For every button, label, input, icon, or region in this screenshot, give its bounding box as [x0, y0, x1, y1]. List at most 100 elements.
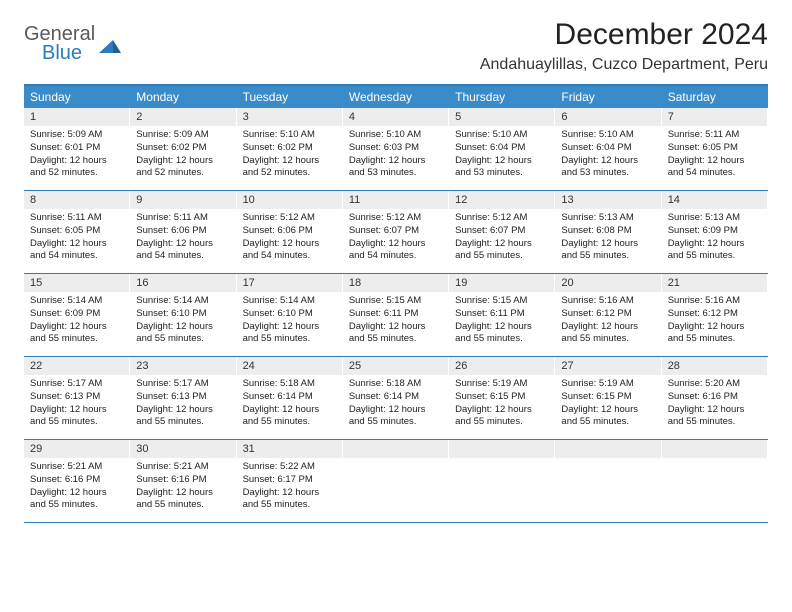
day-content: Sunrise: 5:14 AMSunset: 6:10 PMDaylight:…	[237, 292, 343, 351]
calendar-page: General Blue December 2024 Andahuaylilla…	[0, 0, 792, 541]
calendar-cell: 17Sunrise: 5:14 AMSunset: 6:10 PMDayligh…	[237, 274, 343, 356]
day-content: Sunrise: 5:14 AMSunset: 6:10 PMDaylight:…	[130, 292, 236, 351]
day-number	[662, 440, 768, 458]
calendar-cell: 12Sunrise: 5:12 AMSunset: 6:07 PMDayligh…	[449, 191, 555, 273]
calendar-cell: 9Sunrise: 5:11 AMSunset: 6:06 PMDaylight…	[130, 191, 236, 273]
calendar-cell: 5Sunrise: 5:10 AMSunset: 6:04 PMDaylight…	[449, 108, 555, 190]
day-content: Sunrise: 5:10 AMSunset: 6:03 PMDaylight:…	[343, 126, 449, 185]
calendar-cell: 14Sunrise: 5:13 AMSunset: 6:09 PMDayligh…	[662, 191, 768, 273]
calendar-cell-empty	[555, 440, 661, 522]
day-number: 27	[555, 357, 661, 375]
day-header-saturday: Saturday	[662, 86, 768, 108]
day-number: 3	[237, 108, 343, 126]
calendar-cell: 24Sunrise: 5:18 AMSunset: 6:14 PMDayligh…	[237, 357, 343, 439]
calendar-cell: 8Sunrise: 5:11 AMSunset: 6:05 PMDaylight…	[24, 191, 130, 273]
calendar-cell: 29Sunrise: 5:21 AMSunset: 6:16 PMDayligh…	[24, 440, 130, 522]
day-number: 6	[555, 108, 661, 126]
day-content: Sunrise: 5:10 AMSunset: 6:04 PMDaylight:…	[449, 126, 555, 185]
calendar-row: 1Sunrise: 5:09 AMSunset: 6:01 PMDaylight…	[24, 108, 768, 191]
day-content: Sunrise: 5:12 AMSunset: 6:07 PMDaylight:…	[343, 209, 449, 268]
day-number: 22	[24, 357, 130, 375]
day-number: 31	[237, 440, 343, 458]
calendar-cell: 28Sunrise: 5:20 AMSunset: 6:16 PMDayligh…	[662, 357, 768, 439]
calendar-header-row: SundayMondayTuesdayWednesdayThursdayFrid…	[24, 86, 768, 108]
location-subtitle: Andahuaylillas, Cuzco Department, Peru	[480, 56, 768, 74]
day-number: 17	[237, 274, 343, 292]
day-number: 2	[130, 108, 236, 126]
day-number: 13	[555, 191, 661, 209]
calendar-cell: 30Sunrise: 5:21 AMSunset: 6:16 PMDayligh…	[130, 440, 236, 522]
day-header-monday: Monday	[130, 86, 236, 108]
day-number	[343, 440, 449, 458]
day-content: Sunrise: 5:09 AMSunset: 6:02 PMDaylight:…	[130, 126, 236, 185]
day-number: 14	[662, 191, 768, 209]
calendar-cell: 19Sunrise: 5:15 AMSunset: 6:11 PMDayligh…	[449, 274, 555, 356]
day-number: 11	[343, 191, 449, 209]
title-block: December 2024 Andahuaylillas, Cuzco Depa…	[480, 18, 768, 74]
day-content: Sunrise: 5:09 AMSunset: 6:01 PMDaylight:…	[24, 126, 130, 185]
day-number: 30	[130, 440, 236, 458]
calendar-cell: 25Sunrise: 5:18 AMSunset: 6:14 PMDayligh…	[343, 357, 449, 439]
logo-text-block: General Blue	[24, 24, 95, 63]
calendar-row: 22Sunrise: 5:17 AMSunset: 6:13 PMDayligh…	[24, 357, 768, 440]
calendar-cell: 2Sunrise: 5:09 AMSunset: 6:02 PMDaylight…	[130, 108, 236, 190]
calendar-cell: 22Sunrise: 5:17 AMSunset: 6:13 PMDayligh…	[24, 357, 130, 439]
day-number: 10	[237, 191, 343, 209]
day-number: 9	[130, 191, 236, 209]
calendar-cell: 21Sunrise: 5:16 AMSunset: 6:12 PMDayligh…	[662, 274, 768, 356]
day-number: 21	[662, 274, 768, 292]
day-header-thursday: Thursday	[449, 86, 555, 108]
day-number: 23	[130, 357, 236, 375]
calendar-cell: 7Sunrise: 5:11 AMSunset: 6:05 PMDaylight…	[662, 108, 768, 190]
day-header-friday: Friday	[555, 86, 661, 108]
day-content: Sunrise: 5:15 AMSunset: 6:11 PMDaylight:…	[343, 292, 449, 351]
day-content: Sunrise: 5:12 AMSunset: 6:06 PMDaylight:…	[237, 209, 343, 268]
calendar-cell: 23Sunrise: 5:17 AMSunset: 6:13 PMDayligh…	[130, 357, 236, 439]
calendar-cell: 3Sunrise: 5:10 AMSunset: 6:02 PMDaylight…	[237, 108, 343, 190]
day-content: Sunrise: 5:16 AMSunset: 6:12 PMDaylight:…	[555, 292, 661, 351]
day-number: 1	[24, 108, 130, 126]
calendar-row: 29Sunrise: 5:21 AMSunset: 6:16 PMDayligh…	[24, 440, 768, 523]
day-number: 24	[237, 357, 343, 375]
calendar-grid: SundayMondayTuesdayWednesdayThursdayFrid…	[24, 84, 768, 523]
day-number: 15	[24, 274, 130, 292]
calendar-cell-empty	[343, 440, 449, 522]
day-content: Sunrise: 5:13 AMSunset: 6:08 PMDaylight:…	[555, 209, 661, 268]
day-content: Sunrise: 5:11 AMSunset: 6:05 PMDaylight:…	[662, 126, 768, 185]
day-number: 26	[449, 357, 555, 375]
calendar-cell: 20Sunrise: 5:16 AMSunset: 6:12 PMDayligh…	[555, 274, 661, 356]
day-content: Sunrise: 5:19 AMSunset: 6:15 PMDaylight:…	[449, 375, 555, 434]
day-content: Sunrise: 5:18 AMSunset: 6:14 PMDaylight:…	[343, 375, 449, 434]
day-header-sunday: Sunday	[24, 86, 130, 108]
day-number: 25	[343, 357, 449, 375]
calendar-cell: 10Sunrise: 5:12 AMSunset: 6:06 PMDayligh…	[237, 191, 343, 273]
day-number: 19	[449, 274, 555, 292]
day-number: 28	[662, 357, 768, 375]
page-header: General Blue December 2024 Andahuaylilla…	[24, 18, 768, 74]
calendar-cell: 31Sunrise: 5:22 AMSunset: 6:17 PMDayligh…	[237, 440, 343, 522]
calendar-cell: 16Sunrise: 5:14 AMSunset: 6:10 PMDayligh…	[130, 274, 236, 356]
calendar-cell: 13Sunrise: 5:13 AMSunset: 6:08 PMDayligh…	[555, 191, 661, 273]
day-content: Sunrise: 5:17 AMSunset: 6:13 PMDaylight:…	[130, 375, 236, 434]
calendar-cell: 6Sunrise: 5:10 AMSunset: 6:04 PMDaylight…	[555, 108, 661, 190]
calendar-row: 8Sunrise: 5:11 AMSunset: 6:05 PMDaylight…	[24, 191, 768, 274]
day-content: Sunrise: 5:20 AMSunset: 6:16 PMDaylight:…	[662, 375, 768, 434]
calendar-cell: 11Sunrise: 5:12 AMSunset: 6:07 PMDayligh…	[343, 191, 449, 273]
day-number	[449, 440, 555, 458]
logo-text-blue: Blue	[42, 43, 95, 63]
day-content: Sunrise: 5:11 AMSunset: 6:05 PMDaylight:…	[24, 209, 130, 268]
day-content: Sunrise: 5:14 AMSunset: 6:09 PMDaylight:…	[24, 292, 130, 351]
day-content: Sunrise: 5:16 AMSunset: 6:12 PMDaylight:…	[662, 292, 768, 351]
calendar-cell-empty	[662, 440, 768, 522]
day-content: Sunrise: 5:22 AMSunset: 6:17 PMDaylight:…	[237, 458, 343, 517]
day-number: 16	[130, 274, 236, 292]
day-header-wednesday: Wednesday	[343, 86, 449, 108]
day-content: Sunrise: 5:21 AMSunset: 6:16 PMDaylight:…	[24, 458, 130, 517]
day-number: 4	[343, 108, 449, 126]
calendar-body: 1Sunrise: 5:09 AMSunset: 6:01 PMDaylight…	[24, 108, 768, 523]
logo-triangle-icon	[99, 37, 121, 53]
day-content: Sunrise: 5:12 AMSunset: 6:07 PMDaylight:…	[449, 209, 555, 268]
calendar-row: 15Sunrise: 5:14 AMSunset: 6:09 PMDayligh…	[24, 274, 768, 357]
day-content: Sunrise: 5:15 AMSunset: 6:11 PMDaylight:…	[449, 292, 555, 351]
day-number	[555, 440, 661, 458]
